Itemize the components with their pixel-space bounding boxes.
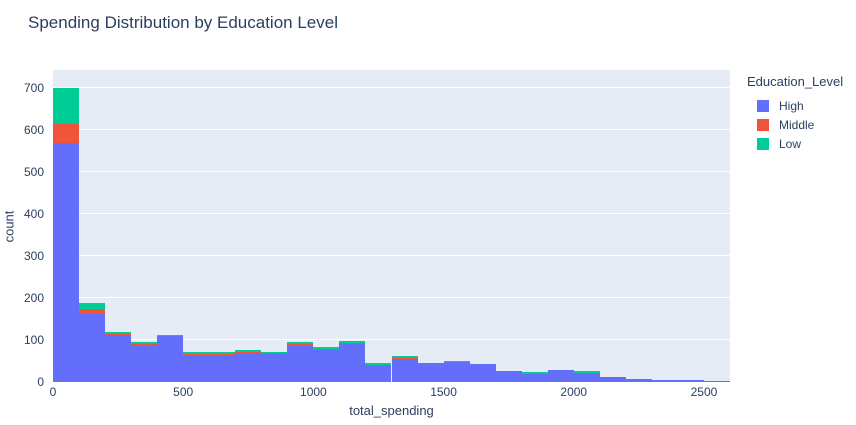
plot-area bbox=[53, 70, 730, 382]
gridline-y-500 bbox=[53, 171, 730, 173]
legend-title: Education_Level bbox=[747, 74, 844, 89]
legend-item-high[interactable]: High bbox=[743, 96, 856, 115]
x-axis-ticks: 0 500 1000 1500 2000 2500 bbox=[49, 385, 730, 401]
y-tick-label-500: 500 bbox=[23, 165, 44, 180]
bar-segment-low bbox=[365, 362, 392, 365]
gridline-y-600 bbox=[53, 129, 730, 131]
bar-segment-low bbox=[521, 371, 548, 374]
bar-segment-high bbox=[599, 376, 626, 382]
bar-segment-high bbox=[79, 313, 106, 382]
bar-segment-low bbox=[261, 352, 288, 354]
bar-segment-low bbox=[183, 352, 210, 355]
bar-segment-high bbox=[313, 349, 340, 382]
bar-segment-middle bbox=[79, 309, 106, 314]
bar-segment-high bbox=[521, 373, 548, 382]
legend-item-label: Middle bbox=[779, 117, 815, 132]
x-tick-label-0: 0 bbox=[49, 385, 57, 399]
bar-segment-middle bbox=[261, 353, 288, 355]
bar-segment-high bbox=[53, 142, 80, 382]
bar-segment-high bbox=[703, 380, 730, 382]
y-tick-label-600: 600 bbox=[23, 123, 44, 138]
legend-swatch-icon bbox=[757, 137, 769, 150]
bar-segment-high bbox=[573, 373, 600, 382]
bar-segment-middle bbox=[157, 335, 184, 337]
bar-segment-high bbox=[677, 380, 704, 382]
bar-segment-high bbox=[391, 358, 418, 382]
bar-segment-high bbox=[547, 370, 574, 382]
bar-segment-high bbox=[651, 380, 678, 382]
y-tick-label-200: 200 bbox=[23, 291, 44, 306]
bar-segment-low bbox=[157, 334, 184, 336]
x-tick-label-1500: 1500 bbox=[430, 385, 457, 399]
bar-segment-high bbox=[287, 344, 314, 382]
bar-segment-high bbox=[131, 344, 158, 382]
bar-segment-high bbox=[261, 354, 288, 382]
y-tick-label-700: 700 bbox=[23, 81, 44, 96]
bar-segment-low bbox=[79, 303, 106, 310]
bar-segment-high bbox=[365, 364, 392, 382]
y-axis-ticks: 0 100 200 300 400 500 600 700 bbox=[0, 70, 49, 389]
x-tick-label-500: 500 bbox=[173, 385, 194, 399]
bar-segment-high bbox=[469, 363, 496, 382]
bar-segment-low bbox=[53, 88, 80, 124]
bar-segment-low bbox=[573, 371, 600, 374]
bar-segment-high bbox=[495, 371, 522, 382]
y-axis-title: count bbox=[1, 210, 17, 243]
x-tick-label-1000: 1000 bbox=[300, 385, 327, 399]
bar-segment-low bbox=[391, 355, 418, 359]
legend-item-low[interactable]: Low bbox=[743, 134, 856, 153]
bar-segment-high bbox=[417, 363, 444, 382]
bar-segment-high bbox=[625, 379, 652, 382]
chart-title: Spending Distribution by Education Level bbox=[28, 13, 338, 32]
bar-segment-low bbox=[131, 342, 158, 344]
bar-segment-low bbox=[105, 331, 132, 334]
bar-segment-low bbox=[339, 340, 366, 343]
gridline-y-300 bbox=[53, 255, 730, 257]
bar-segment-low bbox=[313, 347, 340, 349]
bar-segment-low bbox=[287, 341, 314, 344]
y-tick-label-100: 100 bbox=[23, 333, 44, 348]
legend-item-label: High bbox=[779, 98, 804, 113]
bar-segment-middle bbox=[53, 123, 80, 143]
x-tick-label-2500: 2500 bbox=[690, 385, 718, 399]
x-tick-label-2000: 2000 bbox=[560, 385, 588, 399]
bar-segment-high bbox=[183, 354, 210, 382]
bar-segment-high bbox=[105, 334, 132, 382]
bar-segment-high bbox=[235, 352, 262, 382]
y-tick-label-300: 300 bbox=[23, 249, 44, 264]
bar-segment-high bbox=[443, 362, 470, 382]
gridline-y-400 bbox=[53, 213, 730, 215]
bar-segment-high bbox=[339, 342, 366, 382]
legend-item-middle[interactable]: Middle bbox=[743, 115, 856, 134]
bar-segment-low bbox=[443, 361, 470, 363]
legend-swatch-icon bbox=[757, 99, 769, 112]
bar-segment-low bbox=[209, 352, 236, 355]
bar-segment-low bbox=[235, 350, 262, 353]
legend-item-label: Low bbox=[779, 136, 802, 151]
bar-segment-high bbox=[209, 354, 236, 382]
y-tick-label-400: 400 bbox=[23, 207, 44, 222]
legend-swatch-icon bbox=[757, 118, 769, 131]
bar-segment-high bbox=[157, 336, 184, 382]
gridline-y-200 bbox=[53, 297, 730, 299]
gridline-y-700 bbox=[53, 87, 730, 89]
gridline-y-100 bbox=[53, 339, 730, 341]
legend: Education_Level High Middle Low bbox=[743, 70, 856, 153]
y-tick-label-0: 0 bbox=[37, 375, 44, 389]
x-axis-title: total_spending bbox=[349, 403, 434, 418]
